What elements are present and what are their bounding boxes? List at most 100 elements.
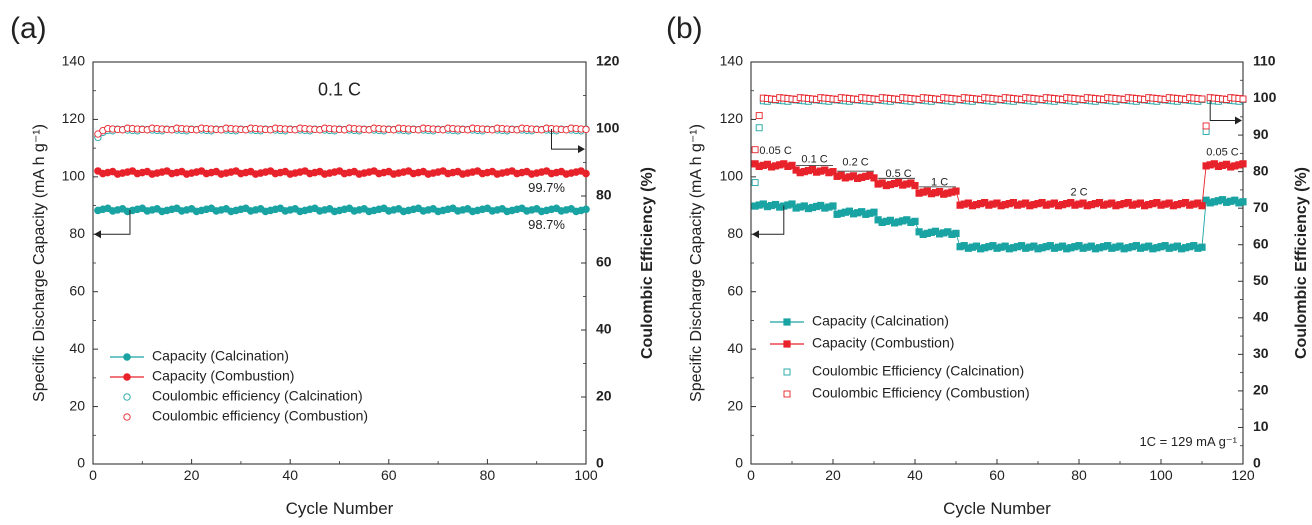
data-point <box>829 168 837 176</box>
annotation: 0.05 C <box>1206 146 1238 158</box>
x-tick-label: 0 <box>89 467 97 483</box>
series-coulombic-efficiency-combustion <box>94 124 590 138</box>
y-axis-right-label: Coulombic Efficiency (%) <box>1293 167 1310 359</box>
legend-label: Coulombic efficiency (Calcination) <box>152 388 363 404</box>
arrow-line <box>99 209 131 235</box>
axis-indicator-arrows <box>752 100 1242 239</box>
data-point <box>1202 122 1210 130</box>
y-axis-left-label: Specific Discharge Capacity (mA h g⁻¹) <box>31 124 48 402</box>
legend-marker <box>123 373 131 381</box>
legend-label: Coulombic efficiency (Combustion) <box>152 408 368 424</box>
annotation: 0.1 C <box>318 79 361 99</box>
y-right-tick-label: 10 <box>1253 418 1269 434</box>
y-right-tick-label: 40 <box>1253 309 1269 325</box>
y-left-tick-label: 40 <box>69 340 85 356</box>
arrow-head-right <box>1235 116 1242 125</box>
x-axis-label: Cycle Number <box>943 499 1051 518</box>
arrow-head-left <box>94 230 101 239</box>
legend-label: Coulombic Efficiency (Combustion) <box>812 385 1030 401</box>
y-right-tick-label: 40 <box>596 321 612 337</box>
data-point <box>788 200 796 208</box>
y-left-tick-label: 80 <box>69 225 85 241</box>
arrow-head-right <box>578 145 585 154</box>
data-point <box>870 174 878 182</box>
legend-item: Capacity (Calcination) <box>770 313 949 329</box>
legend-item: Capacity (Combustion) <box>110 368 294 384</box>
legend-item: Coulombic Efficiency (Combustion) <box>783 385 1030 401</box>
data-point <box>788 161 796 169</box>
y-left-tick-label: 100 <box>720 168 744 184</box>
data-point <box>870 208 878 216</box>
data-point <box>755 124 763 132</box>
annotation: 0.1 C <box>801 154 827 166</box>
y-right-tick-label: 100 <box>596 120 620 136</box>
arrow-line <box>757 205 785 235</box>
annotation: 1 C <box>931 177 948 189</box>
data-point <box>911 181 919 190</box>
annotation: 98.7% <box>528 217 565 232</box>
y-left-tick-label: 60 <box>69 282 85 298</box>
legend-label: Capacity (Combustion) <box>152 368 294 384</box>
panel-b: (b)0 20 40 60 80 100 1200204060801001201400102… <box>666 12 1310 518</box>
x-tick-label: 100 <box>1149 467 1173 483</box>
y-right-tick-label: 100 <box>1253 89 1277 105</box>
legend-marker <box>783 318 791 326</box>
x-tick-label: 120 <box>1231 467 1255 483</box>
series-coulombic-efficiency-combustion <box>751 94 1247 154</box>
legend-item: Capacity (Calcination) <box>110 348 289 364</box>
y-left-tick-label: 120 <box>720 110 744 126</box>
y-right-tick-label: 50 <box>1253 272 1269 288</box>
y-left-tick-label: 0 <box>735 455 743 471</box>
x-tick-label: 0 <box>747 467 755 483</box>
legend-marker <box>123 413 131 421</box>
data-point <box>952 229 960 237</box>
y-right-tick-label: 90 <box>1253 126 1269 142</box>
y-right-tick-label: 0 <box>1253 455 1261 471</box>
plot-frame <box>750 61 1244 465</box>
x-tick-label: 80 <box>480 467 496 483</box>
data-point <box>1239 198 1247 206</box>
series-capacity-combustion <box>94 167 590 178</box>
y-left-tick-label: 120 <box>62 110 86 126</box>
y-right-tick-label: 70 <box>1253 199 1269 215</box>
panel-label: (a) <box>10 12 47 45</box>
data-point <box>1239 160 1247 168</box>
legend-item: Coulombic efficiency (Combustion) <box>123 408 368 424</box>
data-point <box>94 130 102 138</box>
x-tick-label: 20 <box>184 467 200 483</box>
data-point <box>1198 202 1206 210</box>
data-point <box>829 202 837 210</box>
x-tick-label: 100 <box>574 467 598 483</box>
y-right-tick-label: 120 <box>596 53 620 69</box>
x-tick-label: 40 <box>282 467 298 483</box>
legend-label: Capacity (Calcination) <box>152 348 289 364</box>
data-point <box>582 205 590 214</box>
legend-marker <box>783 368 791 376</box>
y-left-tick-label: 140 <box>62 53 86 69</box>
y-right-tick-label: 80 <box>1253 162 1269 178</box>
data-point <box>755 112 763 120</box>
y-left-tick-label: 60 <box>727 282 743 298</box>
y-right-tick-label: 30 <box>1253 345 1269 361</box>
data-point <box>751 146 759 154</box>
legend-label: Capacity (Combustion) <box>812 335 954 351</box>
y-right-tick-label: 20 <box>596 388 612 404</box>
annotation: 0.5 C <box>885 168 911 180</box>
x-axis-label: Cycle Number <box>286 499 394 518</box>
data-point <box>1198 243 1206 251</box>
y-left-tick-label: 140 <box>720 53 744 69</box>
arrow-line <box>550 129 580 150</box>
data-point <box>911 217 919 225</box>
legend: Capacity (Calcination) Capacity (Combusti… <box>770 313 1030 401</box>
x-tick-label: 60 <box>381 467 397 483</box>
annotation: 2 C <box>1070 187 1087 199</box>
y-axis-left-label: Specific Discharge Capacity (mA h g⁻¹) <box>688 124 705 402</box>
y-right-tick-label: 20 <box>1253 382 1269 398</box>
annotation: 0.05 C <box>759 145 791 157</box>
x-tick-label: 20 <box>825 467 841 483</box>
legend-label: Coulombic Efficiency (Calcination) <box>812 363 1024 379</box>
y-left-tick-label: 40 <box>727 340 743 356</box>
arrow-head-left <box>752 230 759 239</box>
legend-label: Capacity (Calcination) <box>812 313 949 329</box>
